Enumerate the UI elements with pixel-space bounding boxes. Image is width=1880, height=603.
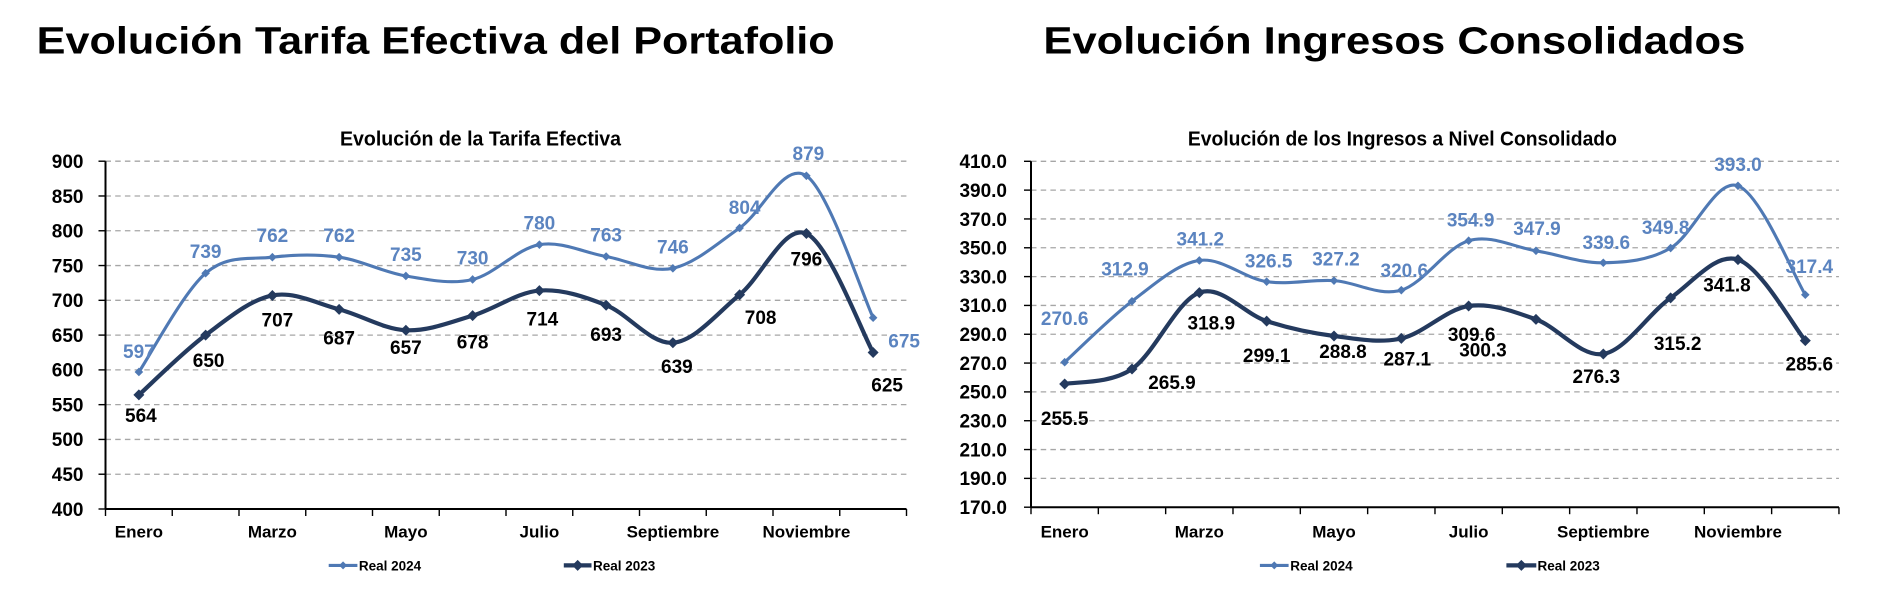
svg-text:746: 746: [657, 237, 689, 258]
svg-text:370.0: 370.0: [959, 210, 1007, 231]
svg-text:341.2: 341.2: [1177, 229, 1225, 250]
svg-text:650: 650: [52, 326, 84, 347]
svg-text:678: 678: [457, 333, 489, 354]
svg-text:287.1: 287.1: [1384, 349, 1432, 370]
svg-text:762: 762: [257, 226, 289, 247]
svg-text:Noviembre: Noviembre: [762, 523, 850, 542]
svg-text:708: 708: [745, 308, 777, 329]
svg-text:309.6: 309.6: [1448, 325, 1496, 346]
svg-text:900: 900: [52, 152, 84, 173]
svg-text:Evolución de la Tarifa Efectiv: Evolución de la Tarifa Efectiva: [340, 129, 622, 151]
svg-text:393.0: 393.0: [1714, 155, 1762, 176]
svg-text:410.0: 410.0: [959, 152, 1007, 173]
svg-text:Enero: Enero: [1041, 523, 1089, 542]
svg-text:657: 657: [390, 338, 422, 359]
svg-text:270.0: 270.0: [959, 354, 1007, 375]
svg-text:354.9: 354.9: [1447, 211, 1495, 232]
svg-text:317.4: 317.4: [1786, 257, 1834, 278]
svg-text:Julio: Julio: [1449, 523, 1489, 542]
svg-text:550: 550: [52, 395, 84, 416]
svg-text:Marzo: Marzo: [1175, 523, 1224, 542]
svg-text:339.6: 339.6: [1583, 233, 1631, 254]
svg-text:597: 597: [123, 342, 155, 363]
svg-text:299.1: 299.1: [1243, 346, 1291, 367]
svg-text:730: 730: [457, 248, 489, 269]
svg-text:318.9: 318.9: [1188, 314, 1236, 335]
svg-text:675: 675: [888, 332, 920, 353]
svg-text:400: 400: [52, 500, 84, 521]
svg-text:326.5: 326.5: [1245, 252, 1293, 273]
svg-text:276.3: 276.3: [1573, 367, 1621, 388]
svg-text:800: 800: [52, 222, 84, 243]
svg-text:700: 700: [52, 291, 84, 312]
svg-text:310.0: 310.0: [959, 296, 1007, 317]
svg-text:796: 796: [791, 250, 823, 271]
svg-text:850: 850: [52, 187, 84, 208]
svg-text:Mayo: Mayo: [384, 523, 427, 542]
svg-text:327.2: 327.2: [1312, 250, 1360, 271]
svg-text:763: 763: [590, 226, 622, 247]
svg-text:290.0: 290.0: [959, 325, 1007, 346]
svg-text:564: 564: [125, 406, 157, 427]
svg-text:Marzo: Marzo: [248, 523, 297, 542]
svg-text:190.0: 190.0: [959, 469, 1007, 490]
svg-text:879: 879: [793, 144, 825, 165]
svg-text:390.0: 390.0: [959, 181, 1007, 202]
svg-text:350.0: 350.0: [959, 239, 1007, 260]
svg-text:714: 714: [527, 310, 559, 331]
svg-text:735: 735: [390, 245, 422, 266]
svg-text:450: 450: [52, 465, 84, 486]
svg-text:739: 739: [190, 242, 222, 263]
svg-text:Evolución Tarifa Efectiva del: Evolución Tarifa Efectiva del Portafolio: [37, 21, 835, 63]
svg-text:312.9: 312.9: [1101, 259, 1149, 280]
svg-text:315.2: 315.2: [1654, 334, 1702, 355]
svg-text:639: 639: [661, 357, 693, 378]
svg-text:Mayo: Mayo: [1312, 523, 1355, 542]
svg-text:250.0: 250.0: [959, 383, 1007, 404]
svg-text:288.8: 288.8: [1319, 342, 1367, 363]
svg-text:230.0: 230.0: [959, 412, 1007, 433]
svg-text:330.0: 330.0: [959, 267, 1007, 288]
svg-text:Noviembre: Noviembre: [1694, 523, 1782, 542]
svg-text:349.8: 349.8: [1642, 218, 1690, 239]
svg-text:500: 500: [52, 430, 84, 451]
svg-text:210.0: 210.0: [959, 440, 1007, 461]
svg-text:270.6: 270.6: [1041, 309, 1089, 330]
svg-text:Real 2023: Real 2023: [593, 558, 656, 573]
svg-text:687: 687: [323, 328, 355, 349]
svg-text:Enero: Enero: [115, 523, 163, 542]
svg-text:Evolución Ingresos Consolidado: Evolución Ingresos Consolidados: [1043, 21, 1745, 63]
svg-text:Septiembre: Septiembre: [627, 523, 720, 542]
svg-text:255.5: 255.5: [1041, 409, 1089, 430]
svg-text:707: 707: [262, 310, 294, 331]
svg-text:762: 762: [323, 226, 355, 247]
svg-text:693: 693: [590, 325, 622, 346]
svg-text:265.9: 265.9: [1148, 373, 1196, 394]
svg-text:Julio: Julio: [520, 523, 560, 542]
svg-text:750: 750: [52, 256, 84, 277]
svg-text:320.6: 320.6: [1381, 261, 1429, 282]
svg-text:Septiembre: Septiembre: [1557, 523, 1650, 542]
svg-text:625: 625: [871, 375, 903, 396]
svg-text:Real 2024: Real 2024: [359, 558, 422, 573]
svg-text:650: 650: [193, 351, 225, 372]
svg-text:Real 2023: Real 2023: [1538, 558, 1601, 573]
svg-text:170.0: 170.0: [959, 498, 1007, 519]
svg-text:347.9: 347.9: [1513, 219, 1561, 240]
svg-text:600: 600: [52, 361, 84, 382]
svg-text:Real 2024: Real 2024: [1290, 558, 1353, 573]
svg-text:804: 804: [729, 198, 761, 219]
svg-text:780: 780: [524, 214, 556, 235]
svg-text:Evolución de los Ingresos a Ni: Evolución de los Ingresos a Nivel Consol…: [1188, 129, 1617, 151]
svg-text:341.8: 341.8: [1703, 276, 1751, 297]
svg-text:285.6: 285.6: [1786, 355, 1834, 376]
svg-text:300.3: 300.3: [1459, 340, 1507, 361]
